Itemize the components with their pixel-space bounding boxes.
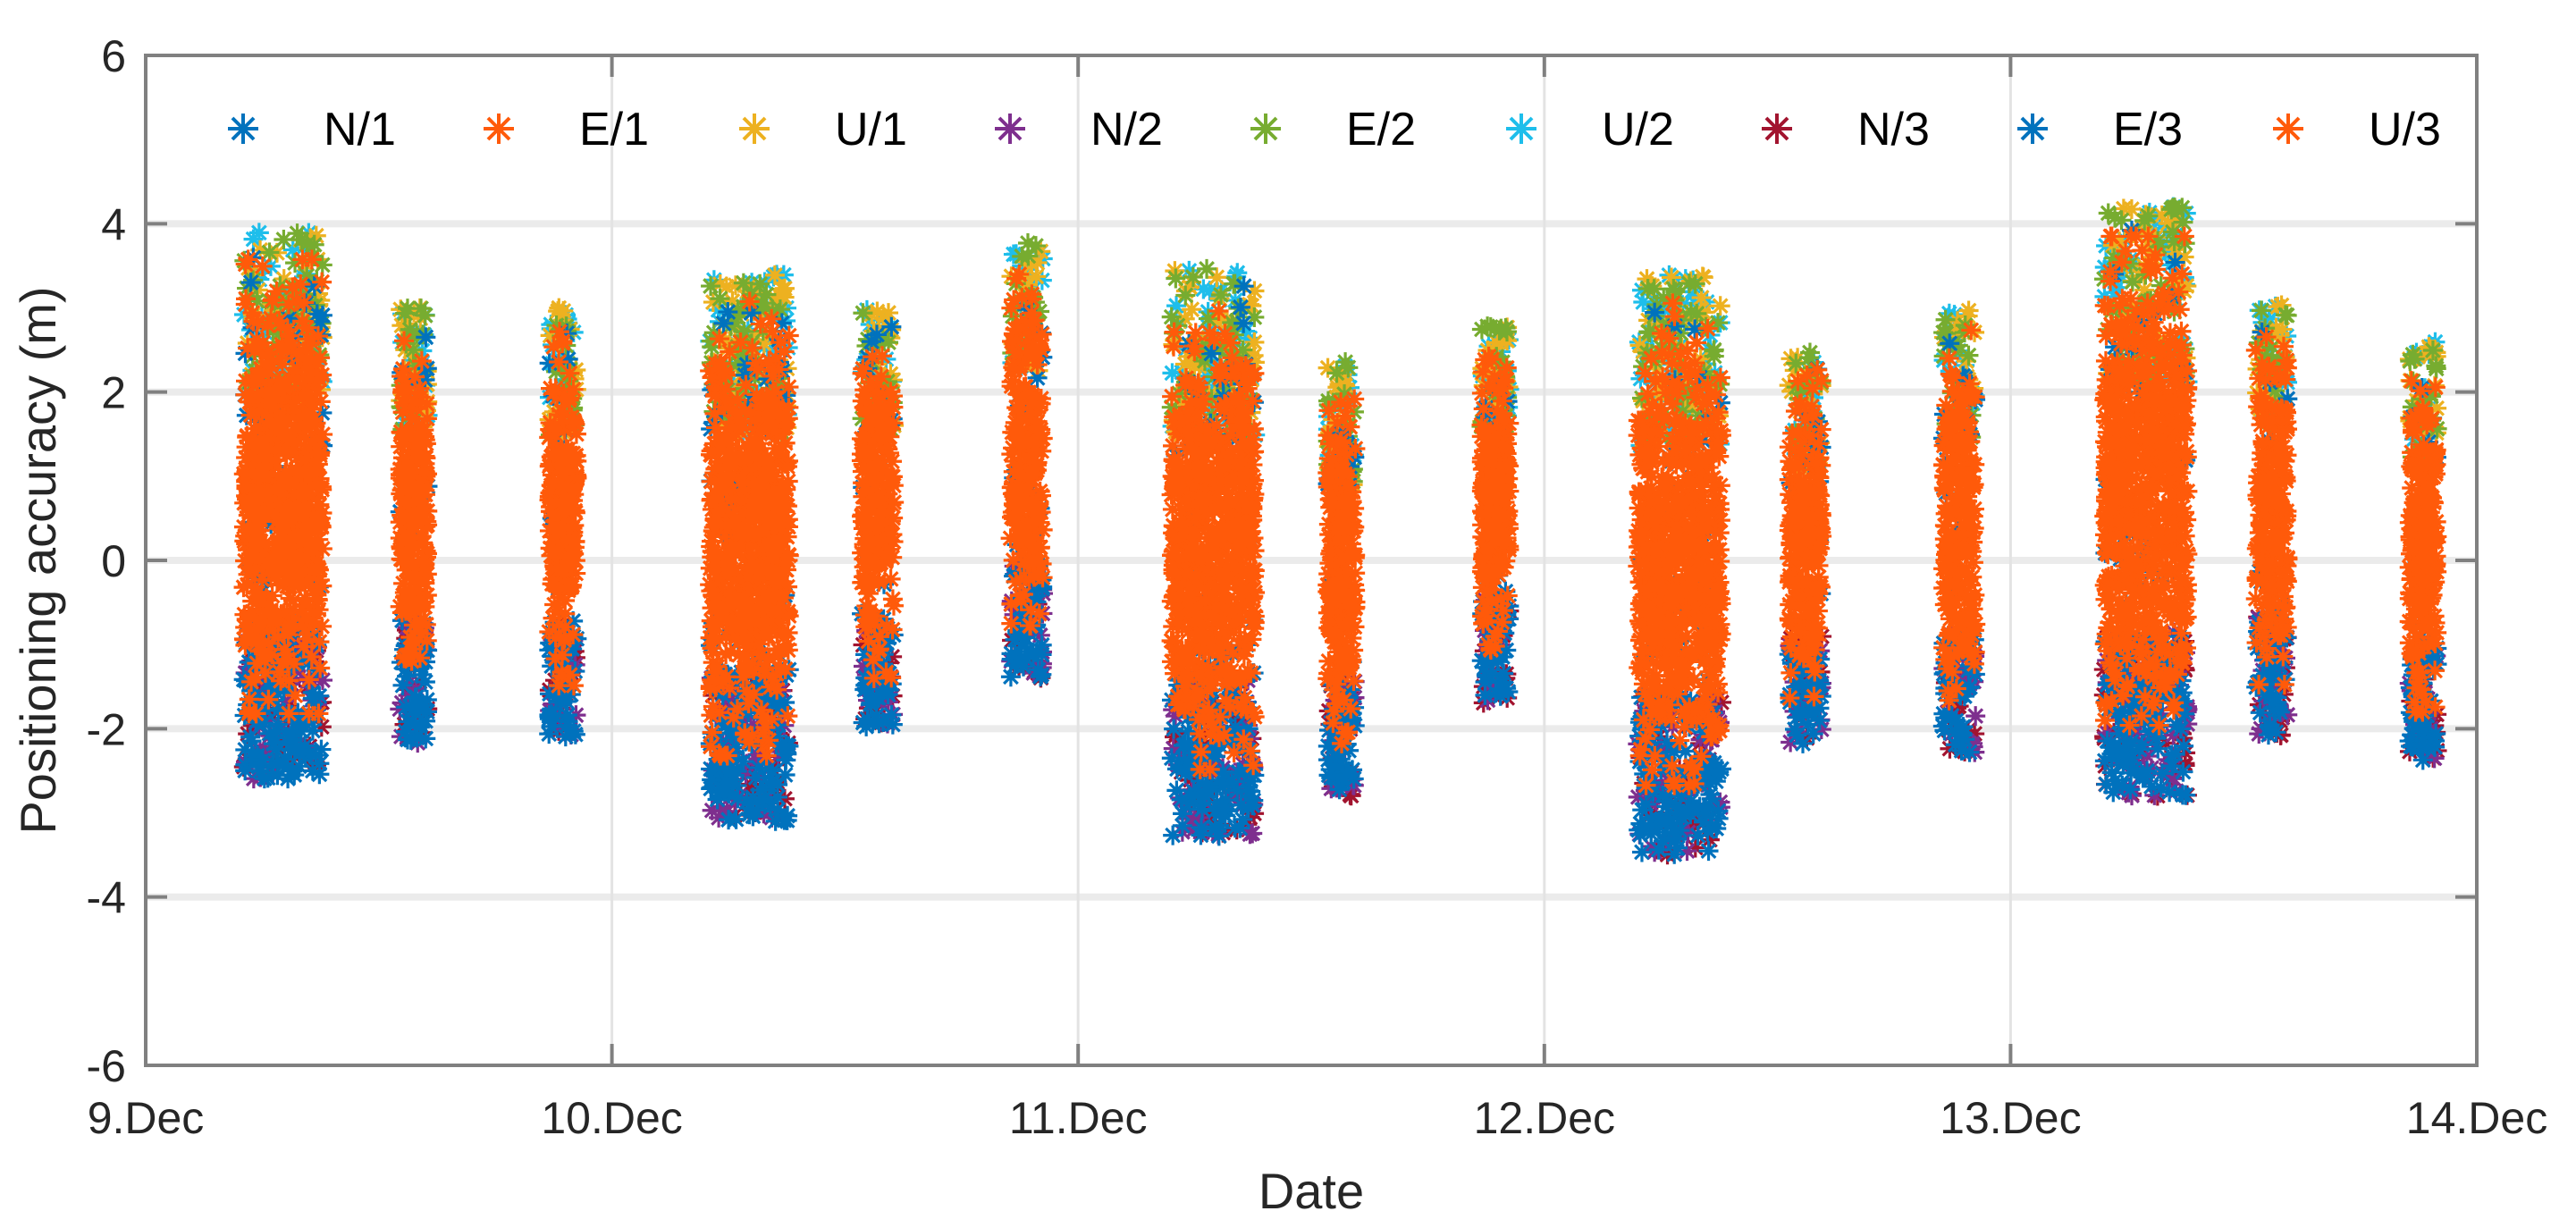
series-points bbox=[1628, 307, 1730, 795]
session-cluster bbox=[1000, 232, 1054, 688]
x-tick-label: 14.Dec bbox=[2406, 1093, 2547, 1143]
y-tick-label: 2 bbox=[101, 368, 126, 418]
series-points bbox=[700, 325, 799, 766]
legend-item: N/1 bbox=[228, 104, 396, 156]
legend-marker-icon bbox=[484, 114, 514, 144]
legend-item: E/2 bbox=[1250, 104, 1416, 156]
series-points bbox=[2095, 226, 2197, 720]
x-tick-label: 12.Dec bbox=[1474, 1093, 1615, 1143]
session-cluster bbox=[700, 265, 799, 831]
session-cluster bbox=[1628, 265, 1731, 865]
y-tick-label: -2 bbox=[87, 704, 126, 754]
session-cluster bbox=[2245, 295, 2298, 745]
legend-label: E/3 bbox=[2113, 104, 2183, 156]
x-tick-label: 13.Dec bbox=[1940, 1093, 2081, 1143]
series-points bbox=[1779, 371, 1831, 669]
legend-item: U/2 bbox=[1506, 104, 1674, 156]
series-points bbox=[1317, 400, 1366, 753]
legend-item: N/3 bbox=[1762, 104, 1930, 156]
session-cluster bbox=[1779, 342, 1832, 753]
legend-label: U/3 bbox=[2369, 104, 2441, 156]
session-cluster bbox=[233, 223, 333, 789]
y-tick-label: 0 bbox=[101, 536, 126, 586]
data-points bbox=[233, 197, 2447, 865]
x-tick-label: 9.Dec bbox=[88, 1093, 205, 1143]
y-axis-label: Positioning accuracy (m) bbox=[10, 286, 66, 834]
legend-marker-icon bbox=[1506, 114, 1536, 144]
x-axis-label: Date bbox=[1259, 1163, 1364, 1219]
grid-lines bbox=[146, 55, 2477, 1065]
legend-marker-icon bbox=[1250, 114, 1281, 144]
session-cluster bbox=[1317, 352, 1366, 806]
axis-ticks bbox=[144, 54, 2479, 1067]
series-points bbox=[852, 358, 904, 647]
series-points bbox=[539, 322, 587, 696]
x-tick-label: 11.Dec bbox=[1009, 1093, 1148, 1143]
session-cluster bbox=[2093, 197, 2198, 806]
y-tick-label: 6 bbox=[101, 31, 126, 81]
session-cluster bbox=[1471, 316, 1520, 713]
legend-label: U/2 bbox=[1602, 104, 1674, 156]
legend-label: N/1 bbox=[324, 104, 396, 156]
legend-label: N/2 bbox=[1090, 104, 1163, 156]
legend-marker-icon bbox=[739, 114, 770, 144]
legend-item: E/1 bbox=[484, 104, 649, 156]
y-tick-label: 4 bbox=[101, 199, 126, 249]
legend-item: U/3 bbox=[2273, 104, 2441, 156]
legend: N/1 E/1 U/1 N/2 E/2 U/2 N/3 E/3 U/3 bbox=[228, 104, 2441, 156]
legend-marker-icon bbox=[1762, 114, 1792, 144]
series-points bbox=[2399, 404, 2447, 712]
legend-marker-icon bbox=[2273, 114, 2303, 144]
series-points bbox=[1933, 367, 1985, 711]
legend-marker-icon bbox=[228, 114, 258, 144]
y-tick-label: -4 bbox=[87, 873, 126, 923]
legend-item: E/3 bbox=[2017, 104, 2183, 156]
series-points bbox=[2245, 327, 2298, 694]
series-points bbox=[1471, 375, 1520, 657]
session-cluster bbox=[1932, 300, 1986, 762]
legend-item: N/2 bbox=[995, 104, 1163, 156]
session-cluster bbox=[2399, 332, 2447, 770]
series-points bbox=[233, 249, 333, 724]
legend-label: N/3 bbox=[1857, 104, 1930, 156]
series-points bbox=[390, 366, 437, 635]
series-points bbox=[1161, 301, 1265, 779]
legend-item: U/1 bbox=[739, 104, 907, 156]
legend-marker-icon bbox=[2017, 114, 2048, 144]
legend-label: E/2 bbox=[1346, 104, 1416, 156]
session-cluster bbox=[1161, 258, 1266, 846]
legend-label: E/1 bbox=[579, 104, 649, 156]
session-cluster bbox=[390, 298, 438, 753]
tick-labels: 6 4 2 0 -2 -4 -69.Dec 10.Dec 11.Dec 12.Dec 13.Dec 1… bbox=[87, 31, 2548, 1143]
legend-marker-icon bbox=[995, 114, 1025, 144]
legend-label: U/1 bbox=[835, 104, 907, 156]
session-cluster bbox=[851, 299, 905, 736]
y-tick-label: -6 bbox=[87, 1041, 126, 1091]
series-points bbox=[1001, 298, 1052, 606]
x-tick-label: 10.Dec bbox=[541, 1093, 682, 1143]
session-cluster bbox=[539, 298, 587, 747]
